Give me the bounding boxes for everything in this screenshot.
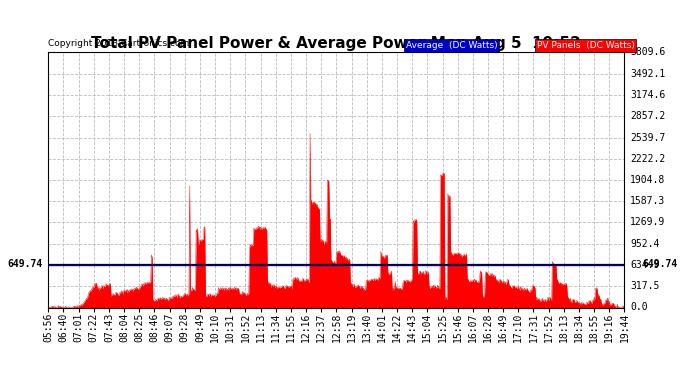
Text: 2857.2: 2857.2 <box>630 111 665 121</box>
Text: 1269.9: 1269.9 <box>630 217 665 228</box>
Text: Copyright 2013 Cartronics.com: Copyright 2013 Cartronics.com <box>48 39 190 48</box>
Text: 3809.6: 3809.6 <box>630 48 665 57</box>
Text: 317.5: 317.5 <box>630 281 660 291</box>
Text: 0.0: 0.0 <box>630 303 648 312</box>
Text: 1904.8: 1904.8 <box>630 175 665 185</box>
Title: Total PV Panel Power & Average Power Mon Aug 5  19:52: Total PV Panel Power & Average Power Mon… <box>92 36 581 51</box>
Text: 952.4: 952.4 <box>630 239 660 249</box>
Text: 3492.1: 3492.1 <box>630 69 665 79</box>
Text: Average  (DC Watts): Average (DC Watts) <box>406 41 497 50</box>
Text: 2539.7: 2539.7 <box>630 132 665 142</box>
Text: 3174.6: 3174.6 <box>630 90 665 100</box>
Text: 649.74: 649.74 <box>642 259 677 269</box>
Text: 1587.3: 1587.3 <box>630 196 665 206</box>
Text: PV Panels  (DC Watts): PV Panels (DC Watts) <box>537 41 635 50</box>
Text: 2222.2: 2222.2 <box>630 154 665 164</box>
Text: 634.9: 634.9 <box>630 260 660 270</box>
Text: 649.74: 649.74 <box>8 259 43 269</box>
